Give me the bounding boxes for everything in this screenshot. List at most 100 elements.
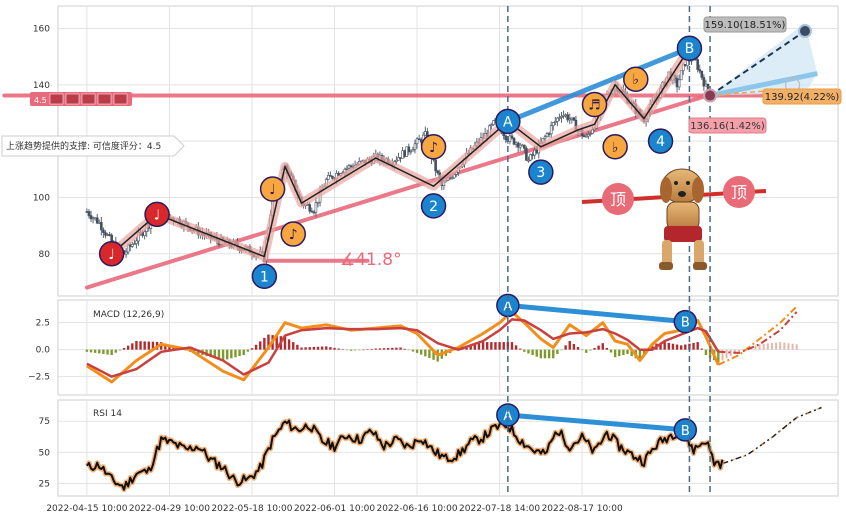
top-signal-illustration: 顶顶 [581, 168, 767, 270]
signal-projection [718, 311, 798, 354]
macd-histogram-bar [667, 342, 670, 350]
candle-body [395, 159, 398, 162]
candle-body [675, 78, 679, 88]
x-tick-label: 2022-06-16 10:00 [376, 504, 457, 514]
marker-note-orange: ♭ [623, 66, 649, 92]
x-tick-label: 2022-07-18 14:00 [459, 504, 540, 514]
marker-label: A [503, 114, 513, 130]
macd-histogram-bar [89, 349, 93, 353]
candle-body [310, 210, 314, 213]
candle-body [508, 135, 512, 142]
macd-series-macd [86, 310, 720, 384]
candle-body [556, 117, 559, 122]
macd-histogram-bar [704, 349, 708, 356]
macd-histogram-bar [403, 348, 406, 350]
macd-histogram-bar [382, 348, 386, 350]
marker-wave-blue: 1 [251, 263, 278, 290]
resistance-tag-chip [49, 93, 64, 105]
dog-leg [694, 240, 704, 266]
macd-histogram-bar [386, 348, 390, 350]
trendline-upper-channel [505, 45, 692, 124]
rsi-divergence-line [507, 412, 686, 433]
macd-histogram-bar [696, 342, 699, 350]
macd-histogram-bar [564, 345, 567, 350]
marker-wave-blue: 4 [647, 128, 674, 154]
macd-histogram-bar [312, 346, 316, 350]
resistance-tag-chip [113, 93, 128, 105]
candle-body [562, 114, 565, 117]
macd-histogram-bar [399, 347, 402, 350]
macd-histogram-bar [250, 348, 254, 350]
candle-body [314, 202, 318, 213]
macd-histogram-projection [766, 343, 769, 350]
candle-body [700, 70, 704, 78]
macd-divergence-marker [673, 309, 698, 334]
macd-title: MACD (12,26,9) [93, 310, 164, 320]
marker-note-orange: ♪ [420, 134, 447, 160]
macd-histogram-bar [362, 349, 365, 351]
candle-body [413, 143, 417, 150]
candle-body [504, 135, 508, 141]
candle-body [587, 134, 590, 137]
rsi-divergence-label: B [681, 424, 690, 439]
macd-histogram-bar [143, 341, 146, 350]
candle-body [543, 136, 547, 139]
marker-circle [251, 263, 278, 290]
macd-histogram-bar [527, 349, 530, 354]
macd-histogram-bar [494, 342, 497, 350]
rsi-divergence-marker [496, 403, 520, 427]
marker-label: 2 [429, 199, 438, 215]
marker-label: ♬ [588, 98, 601, 114]
macd-histogram-bar [411, 349, 415, 352]
marker-circle [495, 108, 521, 135]
candle-body [85, 211, 89, 213]
marker-note-red: ♩ [144, 201, 170, 228]
marker-wave-blue: A [495, 108, 521, 135]
candle-body [89, 215, 93, 220]
macd-histogram-bar [316, 346, 320, 350]
y-tick-label-price: 80 [39, 250, 51, 260]
top-badge-label: 顶 [731, 183, 747, 202]
candle-body [564, 114, 567, 117]
resistance-tag-value: 4.5 [34, 96, 47, 105]
candle-body [424, 131, 427, 136]
candle-body [312, 211, 316, 214]
marker-circle [647, 128, 674, 154]
candle-body [525, 148, 528, 161]
macd-histogram-projection [721, 349, 724, 361]
dog-eye [674, 181, 678, 185]
macd-histogram-projection [737, 349, 740, 352]
candle-body [450, 177, 454, 180]
macd-histogram-bar [477, 343, 481, 350]
macd-histogram-bar [114, 349, 117, 353]
candle-body [702, 77, 706, 87]
top-badge [723, 176, 755, 208]
macd-histogram-projection [775, 342, 778, 350]
projection-label-mid-box [762, 88, 842, 105]
macd-histogram-projection [779, 342, 782, 350]
macd-histogram-bar [85, 349, 89, 352]
macd-histogram-bar [543, 349, 547, 359]
candle-body [100, 221, 103, 231]
macd-histogram-bar [131, 343, 134, 350]
candle-body [128, 244, 132, 247]
trendline-support [84, 92, 713, 290]
candle-body [490, 124, 493, 127]
top-badge-label: 顶 [610, 190, 626, 209]
macd-histogram-bar [341, 349, 344, 350]
candle-body [124, 251, 128, 255]
candle-body [401, 150, 404, 159]
candle-body [106, 234, 109, 236]
projection-label-low-box [688, 117, 767, 134]
y-tick-label-rsi: 25 [39, 480, 50, 490]
candle-body [327, 175, 330, 180]
marker-circle [602, 134, 628, 160]
panel-frame-price [57, 5, 839, 297]
macd-histogram-bar [118, 349, 122, 351]
projection-target-high [797, 24, 812, 39]
macd-histogram-bar [333, 347, 336, 350]
marker-circle [528, 159, 554, 185]
y-tick-label-price: 160 [33, 25, 50, 35]
candle-body [514, 142, 518, 145]
